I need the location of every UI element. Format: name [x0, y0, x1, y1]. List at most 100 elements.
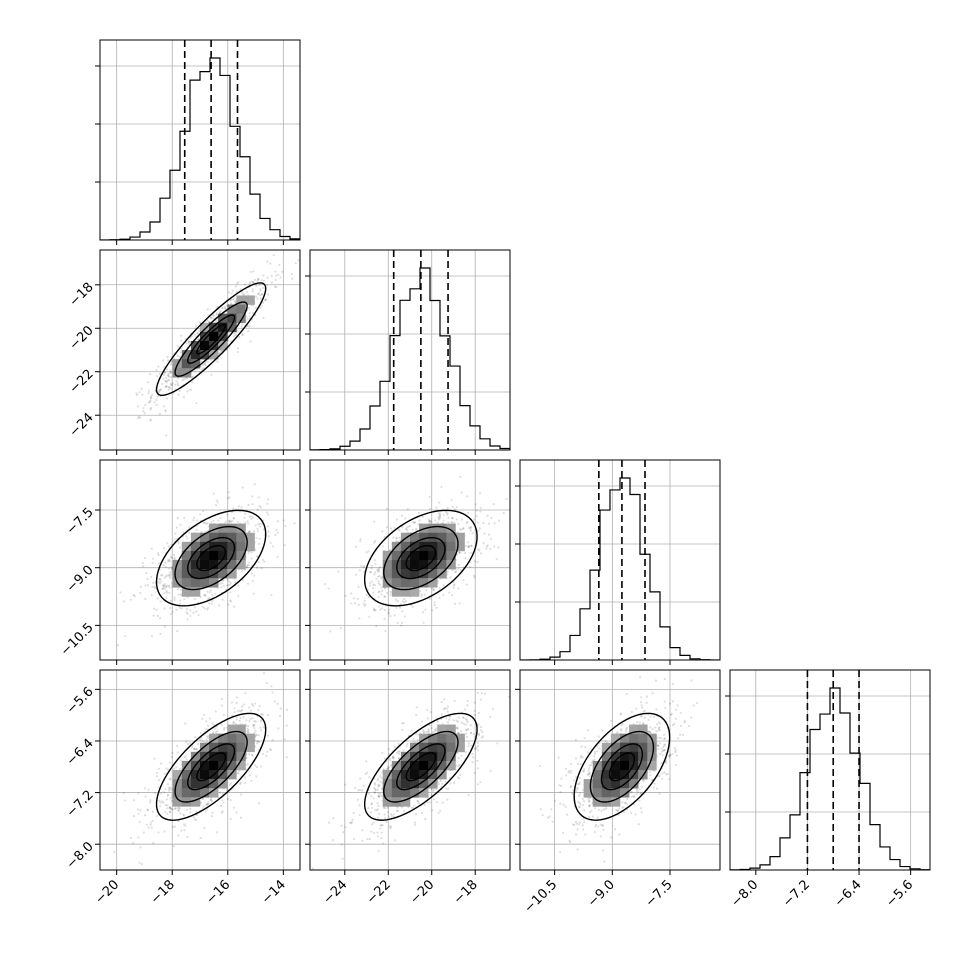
sample-point: [273, 285, 277, 288]
density-cell: [437, 550, 447, 561]
sample-point: [489, 537, 493, 540]
sample-point: [231, 519, 234, 523]
density-cell: [428, 523, 438, 534]
sample-point: [186, 390, 189, 393]
sample-point: [380, 577, 383, 580]
sample-point: [226, 797, 230, 801]
density-cell: [227, 770, 237, 780]
sample-point: [232, 806, 235, 809]
sample-point: [459, 569, 463, 572]
sample-point: [187, 341, 190, 344]
sample-point: [165, 589, 168, 593]
sample-point: [227, 339, 230, 342]
sample-point: [249, 340, 252, 343]
sample-point: [163, 587, 166, 590]
sample-point: [216, 730, 219, 733]
sample-point: [489, 715, 492, 718]
sample-point: [411, 605, 414, 608]
sample-point: [240, 793, 243, 796]
sample-point: [173, 558, 177, 561]
sample-point: [357, 585, 360, 588]
sample-point: [144, 584, 147, 587]
density-cell: [181, 569, 192, 579]
sample-point: [182, 813, 185, 816]
sample-point: [257, 709, 260, 712]
sample-point: [186, 612, 189, 615]
panel-content: [323, 475, 508, 633]
sample-point: [445, 717, 448, 720]
y-tick-label: −7.2: [64, 788, 97, 821]
sample-point: [157, 553, 160, 557]
sample-point: [426, 717, 430, 720]
density-cell: [455, 733, 465, 744]
sample-point: [395, 518, 399, 521]
sample-point: [192, 747, 195, 750]
y-tick-label: −22: [67, 367, 97, 397]
sample-point: [457, 567, 460, 571]
sample-point: [238, 719, 241, 722]
sample-point: [238, 782, 242, 786]
sample-point: [143, 556, 146, 560]
sample-point: [202, 367, 205, 370]
sample-point: [244, 512, 247, 515]
sample-point: [465, 732, 468, 735]
sample-point: [228, 496, 231, 499]
sample-point: [377, 575, 380, 578]
sample-point: [149, 372, 152, 376]
sample-point: [204, 530, 207, 533]
sample-point: [377, 580, 380, 583]
sample-point: [400, 806, 404, 809]
sample-point: [251, 288, 254, 291]
sample-point: [167, 374, 170, 377]
sample-point: [167, 560, 170, 563]
sample-point: [364, 603, 367, 606]
sample-point: [359, 540, 362, 543]
density-cell: [419, 569, 429, 579]
sample-point: [596, 750, 599, 753]
density-cell: [236, 532, 246, 543]
sample-point: [459, 528, 462, 531]
sample-point: [164, 371, 167, 374]
sample-point: [437, 518, 440, 521]
sample-point: [275, 528, 278, 532]
sample-point: [350, 821, 353, 824]
density-cell: [446, 532, 456, 543]
sample-point: [162, 584, 165, 587]
sample-point: [474, 747, 477, 750]
sample-point: [177, 384, 180, 387]
sample-point: [201, 739, 204, 742]
sample-point: [377, 595, 380, 598]
density-cell: [437, 742, 447, 753]
sample-point: [164, 409, 167, 412]
sample-point: [478, 549, 481, 552]
sample-point: [188, 531, 191, 535]
sample-point: [204, 594, 207, 598]
sample-point: [262, 528, 265, 531]
sample-point: [490, 516, 493, 519]
sample-point: [431, 809, 434, 812]
sample-point: [184, 755, 187, 758]
sample-point: [212, 519, 215, 522]
sample-point: [233, 707, 236, 710]
sample-point: [233, 300, 236, 303]
density-cell: [410, 560, 420, 570]
density-cell: [236, 751, 246, 762]
sample-point: [237, 772, 240, 775]
sample-point: [420, 811, 424, 815]
sample-point: [270, 281, 273, 284]
sample-point: [376, 831, 379, 834]
density-cell: [190, 359, 201, 369]
sample-point: [377, 567, 381, 570]
sample-point: [192, 611, 195, 614]
sample-point: [389, 813, 393, 816]
sample-point: [212, 731, 215, 734]
sample-point: [254, 733, 257, 736]
sample-point: [169, 797, 172, 800]
density-cell: [209, 331, 219, 342]
sample-point: [491, 707, 495, 711]
sample-point: [251, 280, 254, 283]
sample-point: [262, 286, 265, 289]
sample-point: [162, 377, 165, 380]
sample-point: [455, 518, 458, 521]
sample-point: [206, 608, 209, 611]
